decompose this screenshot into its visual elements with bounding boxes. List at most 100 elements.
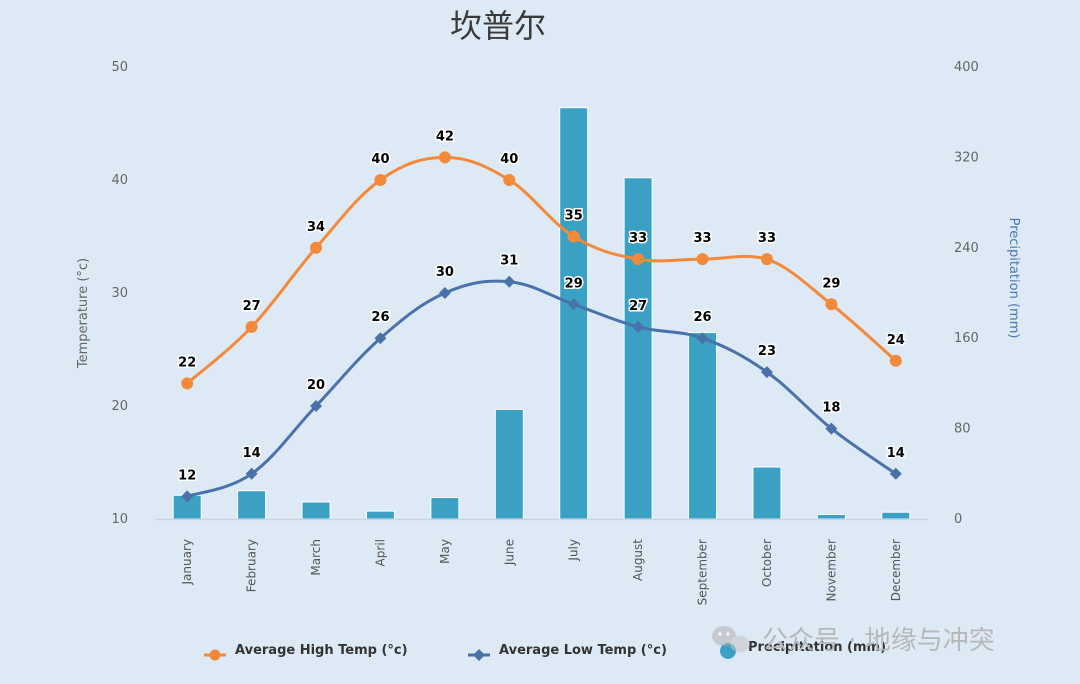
low-temp-label: 26 (693, 310, 711, 325)
low-temp-point (889, 467, 902, 480)
low-temp-point (825, 422, 838, 435)
high-temp-label: 24 (887, 333, 905, 348)
low-temp-label: 18 (822, 401, 840, 416)
x-tick-label: June (502, 539, 516, 566)
y-left-tick-label: 30 (111, 286, 128, 301)
y-right-tick-label: 160 (954, 331, 979, 346)
low-temp-label: 29 (565, 276, 583, 291)
high-temp-label: 35 (565, 209, 583, 224)
y-axis-left-title: Temperature (°c) (76, 258, 91, 369)
precipitation-bar (623, 177, 653, 520)
precipitation-bar (752, 466, 782, 520)
high-temp-point (503, 174, 516, 186)
legend-label-high: Average High Temp (°c) (235, 643, 408, 658)
x-tick-label: October (760, 539, 774, 587)
low-temp-point (632, 320, 645, 333)
high-temp-point (825, 298, 838, 311)
high-temp-label: 22 (178, 355, 196, 370)
low-temp-line (186, 279, 897, 498)
low-temp-label: 27 (629, 299, 647, 314)
x-tick-label: December (889, 539, 903, 601)
high-temp-label: 33 (629, 231, 647, 246)
legend-item-low[interactable]: Average Low Temp (°c) (468, 643, 667, 661)
y-right-tick-label: 240 (954, 241, 979, 256)
x-tick-label: May (438, 539, 452, 564)
legend: Average High Temp (°c) Average Low Temp … (204, 640, 886, 661)
low-temp-point (696, 332, 709, 345)
low-temp-label: 20 (307, 378, 325, 393)
y-right-tick-label: 320 (954, 150, 979, 165)
low-temp-label: 30 (436, 265, 454, 280)
high-temp-point (245, 320, 258, 333)
x-tick-label: September (696, 539, 710, 605)
y-left-tick-label: 50 (111, 60, 128, 75)
low-temp-label: 26 (371, 310, 389, 325)
low-temp-point (245, 467, 258, 480)
low-temp-point (567, 298, 580, 311)
high-temp-point (310, 241, 323, 254)
data-labels: 12 14 20 26 30 31 29 27 26 23 18 14 22 27 34 40 42 40 35 33… (177, 128, 907, 485)
low-temp-point (374, 332, 387, 345)
precipitation-bar (688, 332, 718, 520)
high-temp-label: 29 (822, 276, 840, 291)
high-temp-label: 40 (371, 152, 389, 167)
x-tick-label: April (373, 539, 387, 566)
high-temp-point (889, 354, 902, 367)
x-tick-label: November (824, 539, 838, 601)
y-right-tick-label: 0 (954, 512, 962, 527)
high-temp-point (760, 253, 773, 266)
high-temp-point (632, 253, 645, 266)
y-left-tick-label: 10 (111, 512, 128, 527)
watermark-text: 公众号 · 地缘与冲突 (762, 626, 995, 656)
precipitation-bar (301, 501, 331, 520)
watermark: 公众号 · 地缘与冲突 (712, 626, 995, 656)
axes: 10 20 30 40 50 0 80 160 240 320 400 January February… (111, 60, 978, 605)
precipitation-bar (494, 408, 524, 520)
legend-item-high[interactable]: Average High Temp (°c) (204, 643, 408, 661)
precipitation-bar (237, 490, 267, 520)
legend-label-precip: Precipitation (mm) (748, 640, 886, 655)
legend-label-low: Average Low Temp (°c) (499, 643, 667, 658)
high-temp-line (186, 155, 897, 385)
temperature-lines (181, 151, 902, 503)
low-temp-point (310, 400, 323, 412)
low-temp-point (181, 490, 194, 503)
high-temp-point (567, 230, 580, 243)
high-temp-label: 42 (436, 129, 454, 144)
x-tick-label: February (245, 539, 259, 592)
precipitation-bars (172, 107, 911, 520)
precipitation-bar (430, 497, 460, 520)
high-temp-point (696, 253, 709, 266)
high-temp-label: 34 (307, 220, 325, 235)
chart-title: 坎普尔 (450, 7, 546, 45)
low-temp-point (760, 366, 773, 379)
precipitation-bar (816, 513, 846, 520)
y-axis-right-title: Precipitation (mm) (1006, 218, 1021, 339)
low-temp-label: 23 (758, 344, 776, 359)
precipitation-bar (365, 510, 395, 520)
precipitation-bar (881, 511, 911, 520)
low-temp-label: 12 (178, 468, 196, 483)
y-left-tick-label: 40 (111, 173, 128, 188)
low-temp-label: 31 (500, 254, 518, 269)
x-tick-label: January (180, 539, 194, 586)
y-right-tick-label: 80 (954, 422, 971, 437)
high-temp-point (374, 174, 387, 186)
high-temp-label: 33 (693, 231, 711, 246)
low-temp-label: 14 (243, 446, 261, 461)
high-temp-label: 27 (243, 299, 261, 314)
precipitation-bar (559, 107, 589, 520)
y-right-tick-label: 400 (954, 60, 979, 75)
high-temp-label: 33 (758, 231, 776, 246)
x-tick-label: March (309, 539, 323, 576)
x-tick-label: July (567, 539, 581, 562)
low-temp-point (503, 275, 516, 288)
x-tick-label: August (631, 539, 645, 581)
wechat-icon (712, 626, 750, 653)
high-temp-point (181, 377, 194, 390)
y-left-tick-label: 20 (111, 399, 128, 414)
low-temp-label: 14 (887, 446, 905, 461)
low-temp-point (438, 287, 451, 299)
high-temp-point (438, 151, 451, 164)
